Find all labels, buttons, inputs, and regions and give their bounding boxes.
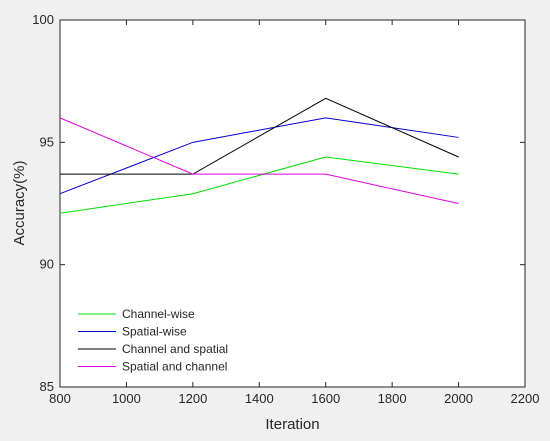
x-tick-label: 1800 — [378, 391, 407, 406]
x-tick-label: 2200 — [511, 391, 540, 406]
y-tick-label: 100 — [32, 12, 54, 27]
series-line-channel-wise — [59, 156, 459, 214]
y-axis-label: Accuracy(%) — [11, 160, 28, 245]
series-lines — [59, 97, 459, 214]
x-tick-label: 800 — [49, 391, 71, 406]
x-tick-label: 1000 — [112, 391, 141, 406]
x-axis-label: Iteration — [265, 416, 319, 433]
y-axis: 85 90 95 100 — [32, 12, 525, 394]
series-line-spatial-and-channel — [59, 117, 459, 204]
y-tick-label: 95 — [40, 134, 54, 149]
x-tick-label: 1200 — [178, 391, 207, 406]
y-tick-label: 85 — [40, 379, 54, 394]
x-tick-label: 2000 — [444, 391, 473, 406]
legend-label: Spatial-wise — [122, 325, 187, 339]
x-axis: 800 1000 1200 1400 1600 1800 2000 2200 — [49, 20, 539, 406]
legend: Channel-wise Spatial-wise Channel and spat… — [78, 307, 228, 374]
legend-label: Channel and spatial — [122, 342, 228, 356]
legend-label: Spatial and channel — [122, 360, 227, 374]
x-tick-label: 1400 — [245, 391, 274, 406]
y-tick-label: 90 — [40, 257, 54, 272]
x-tick-label: 1600 — [311, 391, 340, 406]
series-line-channel-and-spatial — [60, 97, 459, 175]
legend-label: Channel-wise — [122, 307, 195, 321]
plot-area — [59, 19, 526, 388]
